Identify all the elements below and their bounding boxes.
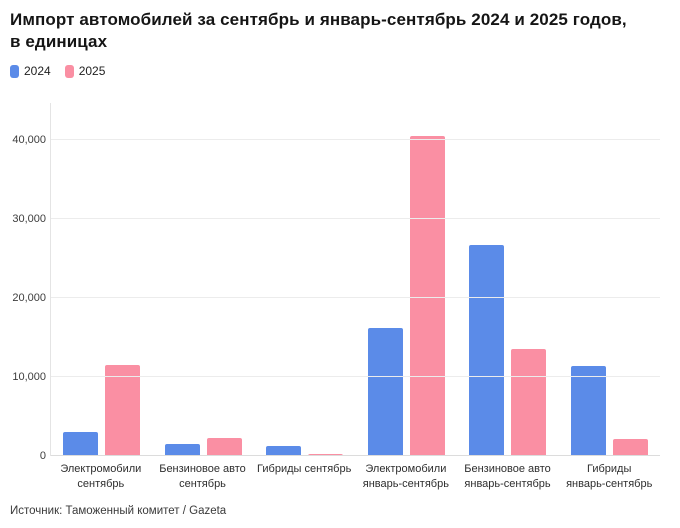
gridline-0 xyxy=(51,455,660,457)
y-axis-tick-label-20000: 20,000 xyxy=(12,292,46,305)
bar-group-2 xyxy=(153,103,255,457)
bar-2024-2 xyxy=(164,444,200,457)
x-axis-label-2: Бензиновое авто сентябрь xyxy=(159,463,246,491)
y-axis-tick-label-30000: 30,000 xyxy=(12,213,46,226)
x-axis-label-4: Электромобили январь-сентябрь xyxy=(362,463,449,491)
legend: 2024 2025 xyxy=(10,64,660,78)
bar-2025-2 xyxy=(206,438,242,457)
x-axis-label-3: Гибриды сентябрь xyxy=(257,463,352,476)
x-axis-label-6: Гибриды январь-сентябрь xyxy=(566,463,653,491)
chart-title-line-1: Импорт автомобилей за сентябрь и январь-… xyxy=(10,10,627,29)
bar-group-4 xyxy=(356,103,458,457)
legend-swatch-2025-icon xyxy=(64,64,74,78)
chart-title: Импорт автомобилей за сентябрь и январь-… xyxy=(10,9,660,53)
legend-item-2024: 2024 xyxy=(10,64,51,78)
bars-layer xyxy=(51,103,661,457)
legend-swatch-2024-icon xyxy=(10,64,19,78)
bar-2024-1 xyxy=(63,431,99,457)
bar-2025-1 xyxy=(105,365,141,457)
y-axis-tick-label-40000: 40,000 xyxy=(12,134,46,147)
plot-area: 0 10,000 20,000 30,000 40,000 xyxy=(12,103,661,462)
gridline-10000 xyxy=(51,376,660,378)
bar-2024-6 xyxy=(570,366,606,457)
gridline-30000 xyxy=(51,218,660,220)
x-axis-label-1: Электромобили сентябрь xyxy=(60,463,142,491)
bar-chart: 0 10,000 20,000 30,000 40,000 Электромобили с… xyxy=(12,103,661,492)
bar-group-1 xyxy=(51,103,153,457)
x-axis-label-5: Бензиновое авто январь-сентябрь xyxy=(464,463,551,491)
bar-2025-6 xyxy=(612,438,648,457)
legend-label-2025: 2025 xyxy=(78,64,106,79)
y-axis-tick-label-0: 0 xyxy=(39,450,46,463)
y-axis-tick-label-10000: 10,000 xyxy=(12,371,46,384)
x-axis-labels: Электромобили сентябрь Бензиновое авто сент… xyxy=(50,462,660,492)
bar-group-5 xyxy=(457,103,559,457)
bar-2024-3 xyxy=(266,445,302,457)
bar-2025-5 xyxy=(511,348,547,457)
bar-group-6 xyxy=(559,103,661,457)
bar-group-3 xyxy=(254,103,356,457)
source-note: Источник: Таможенный комитет / Gazeta xyxy=(10,504,227,517)
bar-2025-4 xyxy=(409,136,445,457)
chart-title-line-2: в единицах xyxy=(10,32,108,52)
gridline-20000 xyxy=(51,297,660,299)
legend-label-2024: 2024 xyxy=(24,64,51,79)
gridline-40000 xyxy=(51,139,660,141)
bar-2024-4 xyxy=(367,328,403,457)
legend-item-2025: 2025 xyxy=(64,64,106,79)
bar-2024-5 xyxy=(469,245,505,457)
